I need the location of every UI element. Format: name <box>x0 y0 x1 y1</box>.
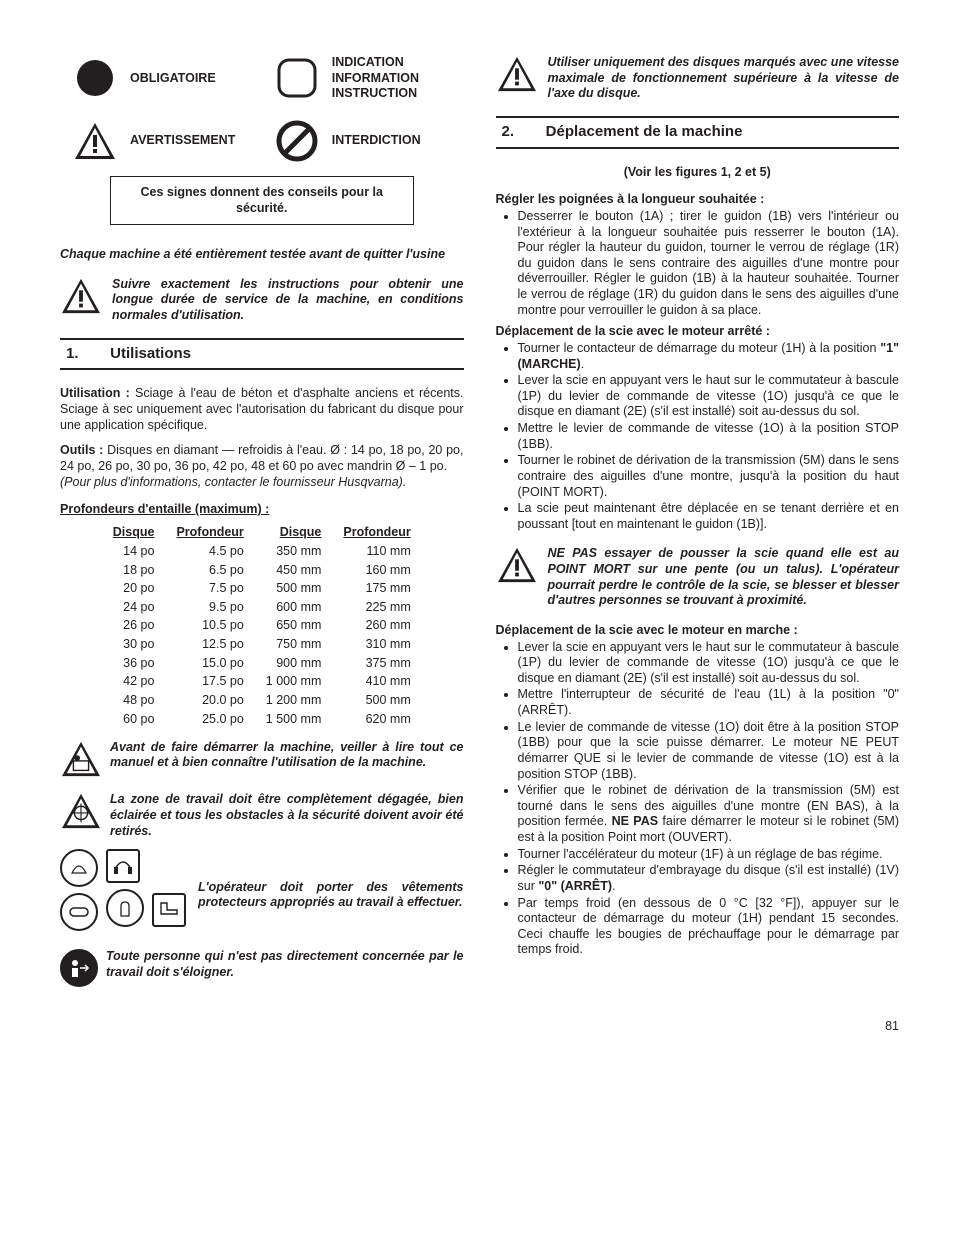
prohibition-icon <box>262 120 332 162</box>
page-number: 81 <box>60 1019 899 1035</box>
warning-icon <box>60 121 130 161</box>
mandatory-icon <box>60 59 130 97</box>
section-2-heading: 2. Déplacement de la machine <box>496 116 900 149</box>
warning-triangle-icon <box>60 277 102 320</box>
handles-title: Régler les poignées à la longueur souhai… <box>496 192 900 208</box>
table-row: 30 po12.5 po750 mm310 mm <box>103 637 421 654</box>
outils-note: (Pour plus d'informations, contacter le … <box>60 475 464 491</box>
cutting-depth-table: Disque Profondeur Disque Profondeur 14 p… <box>101 522 423 730</box>
bystander-text: Toute personne qui n'est pas directement… <box>106 949 464 980</box>
ppe-gloves-icon <box>106 889 144 927</box>
prohibition-label: INTERDICTION <box>332 133 464 149</box>
ppe-earmuffs-icon <box>106 849 140 883</box>
move-on-list: Lever la scie en appuyant vers le haut s… <box>496 640 900 959</box>
section-1-heading: 1. Utilisations <box>60 338 464 371</box>
depth-title: Profondeurs d'entaille (maximum) : <box>60 502 464 518</box>
safety-advice-box: Ces signes donnent des conseils pour la … <box>110 176 414 225</box>
symbol-legend: OBLIGATOIRE INDICATION INFORMATION INSTR… <box>60 55 464 162</box>
ppe-boots-icon <box>152 893 186 927</box>
warning-triangle-icon <box>496 546 538 589</box>
table-row: 42 po17.5 po1 000 mm410 mm <box>103 674 421 691</box>
table-row: 18 po6.5 po450 mm160 mm <box>103 562 421 579</box>
tested-note: Chaque machine a été entièrement testée … <box>60 247 464 263</box>
warning-label: AVERTISSEMENT <box>130 133 262 149</box>
mandatory-label: OBLIGATOIRE <box>130 71 262 87</box>
move-on-title: Déplacement de la scie avec le moteur en… <box>496 623 900 639</box>
information-icon <box>262 57 332 99</box>
outils-para: Outils : Disques en diamant — refroidis … <box>60 443 464 474</box>
disc-speed-warning: Utiliser uniquement des disques marqués … <box>548 55 900 102</box>
handles-list: Desserrer le bouton (1A) ; tirer le guid… <box>496 209 900 318</box>
figures-note: (Voir les figures 1, 2 et 5) <box>496 165 900 181</box>
table-row: 36 po15.0 po900 mm375 mm <box>103 655 421 672</box>
ppe-goggles-icon <box>60 893 98 931</box>
work-area-icon <box>60 792 102 835</box>
table-row: 60 po25.0 po1 500 mm620 mm <box>103 711 421 728</box>
move-off-list: Tourner le contacteur de démarrage du mo… <box>496 341 900 533</box>
ppe-text: L'opérateur doit porter des vêtements pr… <box>198 870 464 911</box>
neutral-slope-warning: NE PAS essayer de pousser la scie quand … <box>548 546 900 609</box>
read-manual-text: Avant de faire démarrer la machine, veil… <box>110 740 464 771</box>
table-row: 20 po7.5 po500 mm175 mm <box>103 581 421 598</box>
read-manual-icon <box>60 740 102 783</box>
table-row: 48 po20.0 po1 200 mm500 mm <box>103 692 421 709</box>
information-label: INDICATION INFORMATION INSTRUCTION <box>332 55 464 102</box>
bystander-icon <box>60 949 98 987</box>
ppe-helmet-icon <box>60 849 98 887</box>
table-row: 24 po9.5 po600 mm225 mm <box>103 599 421 616</box>
work-area-text: La zone de travail doit être complètemen… <box>110 792 464 839</box>
ppe-icons <box>60 849 190 931</box>
table-row: 14 po4.5 po350 mm110 mm <box>103 543 421 560</box>
follow-instructions-note: Suivre exactement les instructions pour … <box>112 277 464 324</box>
utilisation-para: Utilisation : Sciage à l'eau de béton et… <box>60 386 464 433</box>
warning-triangle-icon <box>496 55 538 98</box>
move-off-title: Déplacement de la scie avec le moteur ar… <box>496 324 900 340</box>
table-row: 26 po10.5 po650 mm260 mm <box>103 618 421 635</box>
